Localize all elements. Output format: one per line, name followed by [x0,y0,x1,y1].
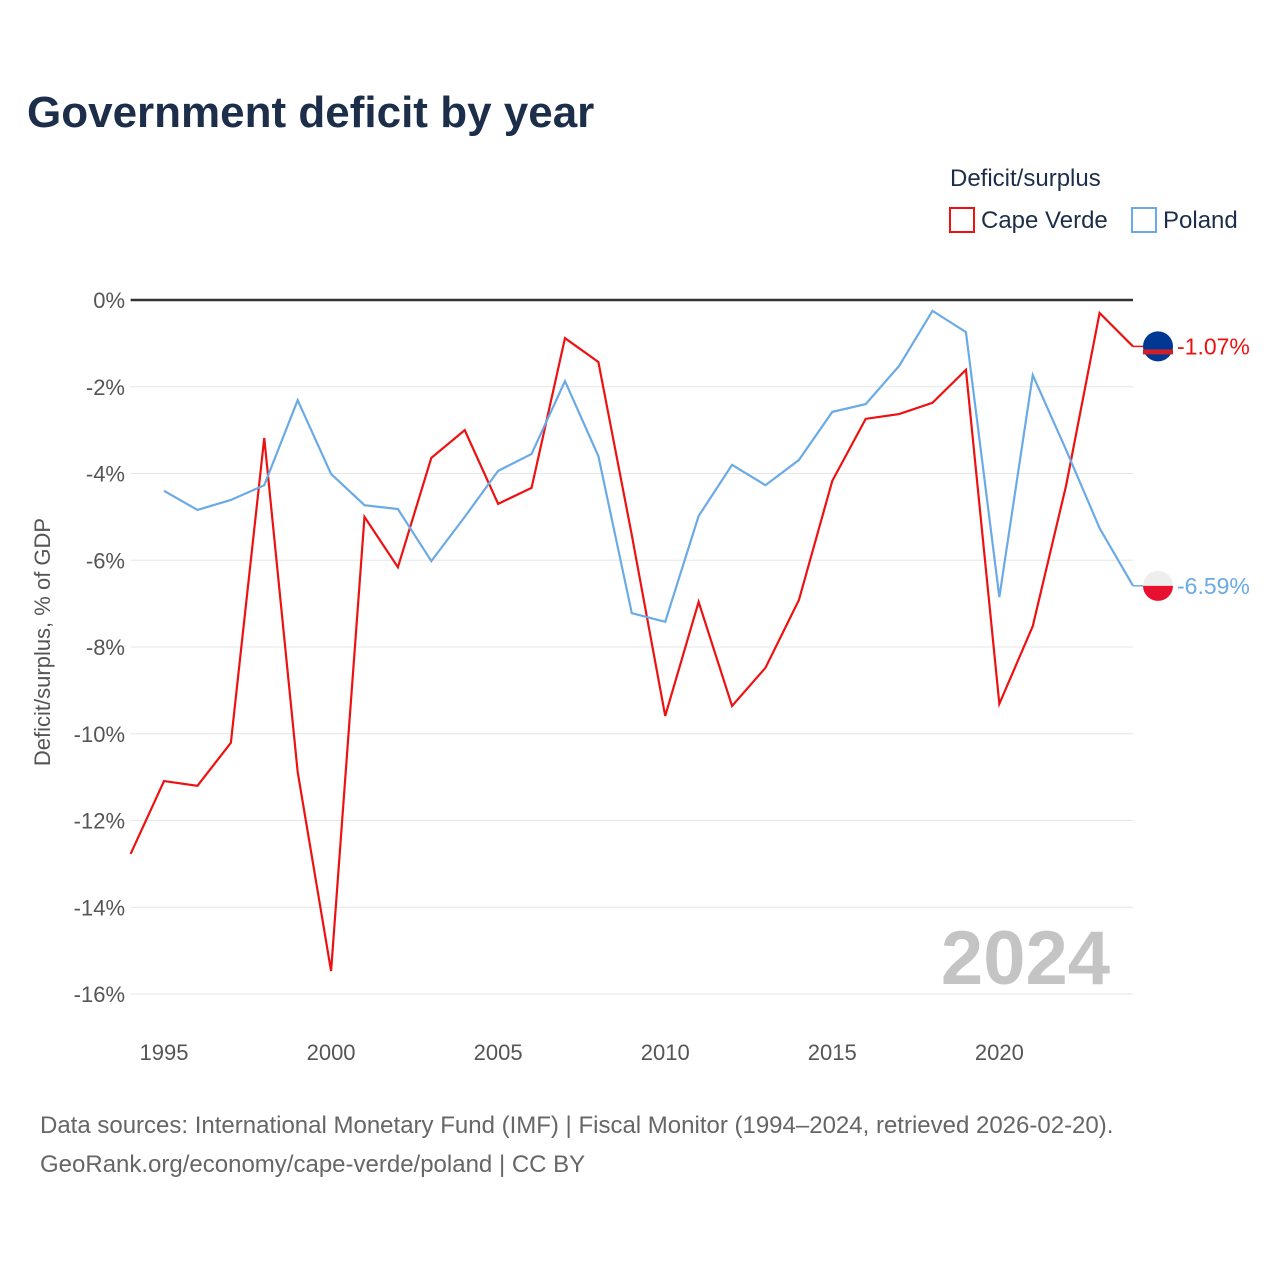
page-title: Government deficit by year [27,88,595,137]
x-tick-label: 2010 [641,1040,690,1065]
flag-stripe [1143,349,1173,355]
y-tick-label: -2% [86,375,125,400]
y-tick-label: -4% [86,462,125,487]
source-note: Data sources: International Monetary Fun… [40,1106,1113,1184]
legend-label: Cape Verde [981,207,1108,234]
flag-poland-icon [1143,585,1173,601]
x-tick-label: 2015 [808,1040,857,1065]
y-tick-label: -8% [86,635,125,660]
series-line [129,310,1134,972]
legend-title: Deficit/surplus [950,165,1101,192]
year-watermark: 2024 [941,916,1110,1001]
x-tick-label: 1995 [140,1040,189,1065]
series-line [163,309,1134,624]
source-line-2: GeoRank.org/economy/cape-verde/poland | … [40,1151,586,1178]
y-tick-label: -6% [86,548,125,573]
source-line-1: Data sources: International Monetary Fun… [40,1112,1114,1139]
legend-swatch [949,207,975,233]
x-tick-label: 2005 [474,1040,523,1065]
legend-label: Poland [1163,207,1238,234]
flag-cape-verde-icon [1143,331,1173,362]
legend-swatch [1131,207,1157,233]
y-tick-label: -12% [74,809,125,834]
end-value-label: -1.07% [1177,333,1250,359]
y-tick-label: -14% [74,895,125,920]
flag-poland-icon [1143,570,1173,586]
x-tick-label: 2000 [307,1040,356,1065]
y-tick-label: -16% [74,982,125,1007]
y-axis-label: Deficit/surplus, % of GDP [30,518,55,766]
y-tick-label: 0% [93,288,125,313]
y-tick-label: -10% [74,722,125,747]
x-tick-label: 2020 [975,1040,1024,1065]
end-value-label: -6.59% [1177,573,1250,599]
